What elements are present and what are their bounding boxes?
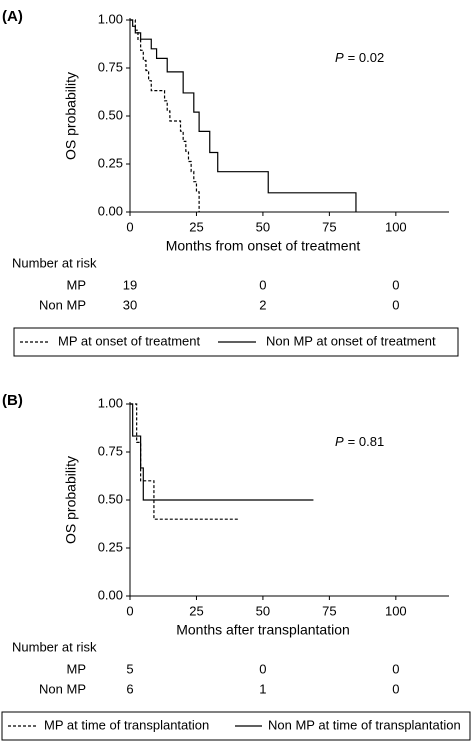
p-symbol: P <box>335 50 344 65</box>
risk-row-label: Non MP <box>39 297 86 312</box>
survival-curve <box>130 403 239 520</box>
y-tick-label: 0.25 <box>98 539 123 554</box>
risk-count: 0 <box>259 277 266 292</box>
legend-box <box>13 327 459 357</box>
risk-count: 0 <box>392 661 399 676</box>
risk-row-label: Non MP <box>39 681 86 696</box>
survival-curve <box>130 19 357 212</box>
p-value: P = 0.02 <box>335 50 384 65</box>
legend-label: MP at onset of treatment <box>58 333 200 348</box>
risk-title: Number at risk <box>12 255 97 270</box>
y-axis-label: OS probability <box>63 456 79 544</box>
risk-count: 1 <box>259 681 266 696</box>
y-tick-label: 0.50 <box>98 491 123 506</box>
x-tick-label: 0 <box>126 219 133 234</box>
y-tick-label: 1.00 <box>98 11 123 26</box>
x-tick-label: 0 <box>126 603 133 618</box>
p-value: P = 0.81 <box>335 434 384 449</box>
x-tick-label: 50 <box>256 219 270 234</box>
x-tick-label: 75 <box>322 603 336 618</box>
y-tick-label: 0.75 <box>98 443 123 458</box>
y-tick-label: 0.50 <box>98 107 123 122</box>
legend-box <box>1 711 471 741</box>
risk-count: 0 <box>392 681 399 696</box>
p-text: = 0.81 <box>348 434 385 449</box>
risk-count: 30 <box>123 297 137 312</box>
survival-curve <box>130 19 200 212</box>
y-axis-label: OS probability <box>63 72 79 160</box>
x-axis-label: Months from onset of treatment <box>166 238 361 254</box>
risk-count: 0 <box>259 661 266 676</box>
x-tick-label: 25 <box>189 603 203 618</box>
risk-count: 5 <box>126 661 133 676</box>
y-tick-label: 0.00 <box>98 587 123 602</box>
risk-count: 6 <box>126 681 133 696</box>
legend-label: Non MP at time of transplantation <box>268 717 461 732</box>
panel: (A) 0.00 0.25 0.50 0.75 1.00 0 25 50 75 100 Months … <box>2 8 459 357</box>
risk-row-label: MP <box>67 277 87 292</box>
x-tick-label: 50 <box>256 603 270 618</box>
panel: (B)0.000.250.500.751.000 25 50 75 100Months … <box>1 392 471 741</box>
panel-label: (B) <box>2 392 23 409</box>
legend-label: MP at time of transplantation <box>44 717 209 732</box>
p-symbol: P <box>335 434 344 449</box>
y-tick-label: 0.00 <box>98 203 123 218</box>
risk-count: 0 <box>392 297 399 312</box>
y-tick-label: 1.00 <box>98 395 123 410</box>
risk-title: Number at risk <box>12 639 97 654</box>
x-tick-label: 75 <box>322 219 336 234</box>
x-axis-label: Months after transplantation <box>176 622 350 638</box>
p-text: = 0.02 <box>348 50 385 65</box>
risk-count: 0 <box>392 277 399 292</box>
legend-label: Non MP at onset of treatment <box>266 333 436 348</box>
panel-label: (A) <box>2 8 23 25</box>
risk-count: 2 <box>259 297 266 312</box>
x-tick-label: 100 <box>385 219 407 234</box>
x-tick-label: 100 <box>385 603 407 618</box>
x-tick-label: 25 <box>189 219 203 234</box>
survival-curve <box>130 403 314 501</box>
risk-row-label: MP <box>67 661 87 676</box>
risk-count: 19 <box>123 277 137 292</box>
y-tick-label: 0.25 <box>98 155 123 170</box>
y-tick-label: 0.75 <box>98 59 123 74</box>
